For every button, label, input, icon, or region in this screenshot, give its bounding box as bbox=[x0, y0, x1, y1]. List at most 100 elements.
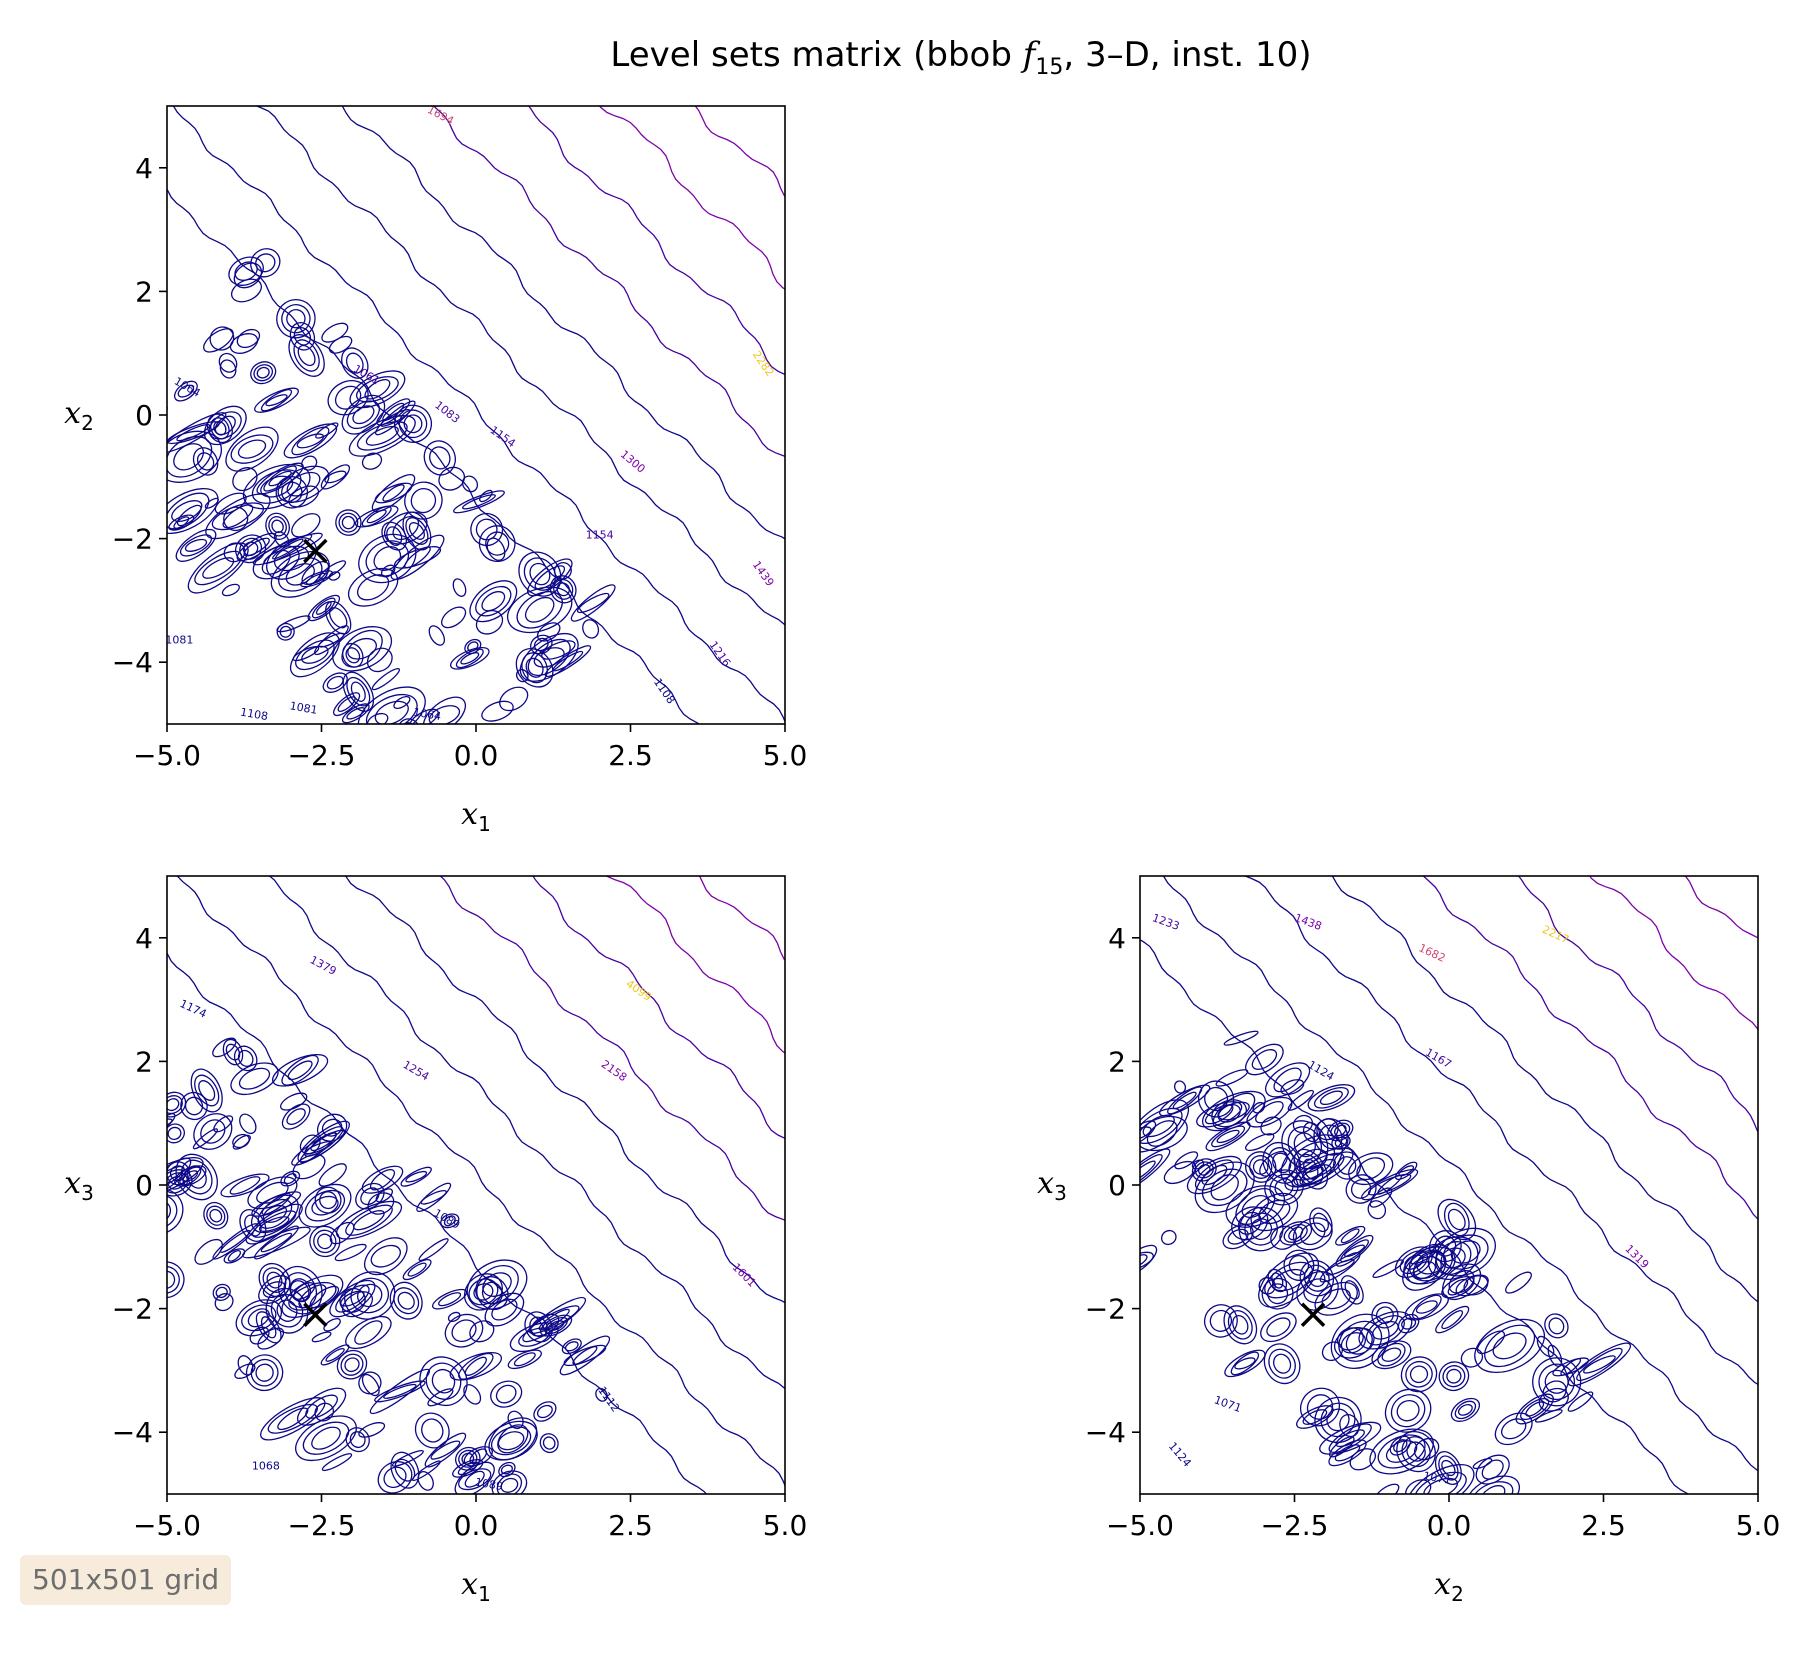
contour-ring bbox=[529, 1316, 548, 1338]
contour-ring bbox=[1252, 1159, 1269, 1175]
x-axis-label: x2 bbox=[1434, 1567, 1464, 1606]
contour-ring bbox=[326, 675, 344, 690]
contour-label: 2217 bbox=[1540, 923, 1571, 947]
contour-ring bbox=[301, 645, 329, 664]
contour-ring bbox=[1454, 1400, 1477, 1420]
contour-ring bbox=[1211, 1125, 1246, 1148]
contour-ring bbox=[336, 1349, 368, 1380]
contour-ring bbox=[369, 1168, 396, 1191]
contour-ring bbox=[209, 1208, 223, 1223]
y-tick-label: 4 bbox=[135, 152, 153, 185]
contour-ring bbox=[214, 1293, 234, 1312]
contour-ring bbox=[355, 1182, 385, 1210]
contour-ring bbox=[425, 1362, 462, 1400]
contour-ring bbox=[320, 464, 351, 490]
contour-ring bbox=[265, 394, 288, 407]
y-tick-label: 0 bbox=[1108, 1169, 1126, 1202]
contour-ring bbox=[1299, 1259, 1335, 1297]
contour-line bbox=[698, 876, 785, 962]
contour-ring bbox=[1552, 1357, 1590, 1377]
contour-line bbox=[432, 106, 785, 458]
contour-ring bbox=[1325, 1259, 1355, 1276]
contour-ring bbox=[325, 1347, 345, 1362]
contour-ring bbox=[366, 712, 389, 724]
contour-ring bbox=[491, 1298, 518, 1321]
contour-label: 1379 bbox=[308, 953, 339, 978]
contour-ring bbox=[1505, 1271, 1532, 1294]
contour-ring bbox=[194, 1238, 223, 1265]
contour-ring bbox=[414, 1412, 450, 1449]
contour-ring bbox=[539, 1433, 559, 1454]
contour-ring bbox=[481, 700, 514, 722]
contour-ring bbox=[363, 1237, 408, 1276]
contour-ring bbox=[250, 1194, 299, 1234]
contour-line bbox=[439, 876, 785, 1222]
contour-ring bbox=[1234, 1357, 1256, 1370]
contour-label: 1064 bbox=[412, 706, 442, 724]
contour-ring bbox=[261, 549, 291, 575]
contour-ring bbox=[299, 1132, 337, 1164]
contour-ring bbox=[296, 433, 325, 449]
contour-ring bbox=[1471, 1481, 1514, 1494]
contour-ring bbox=[230, 1062, 279, 1096]
contour-ring bbox=[280, 1170, 301, 1187]
contour-ring bbox=[1337, 1156, 1357, 1175]
contour-ring bbox=[1225, 1185, 1286, 1228]
contour-ring bbox=[1401, 1317, 1417, 1330]
contour-ring bbox=[476, 1276, 509, 1311]
contour-ring bbox=[549, 575, 577, 604]
contour-ring bbox=[192, 447, 219, 476]
contour-line bbox=[341, 106, 785, 540]
optimum-marker bbox=[1300, 1302, 1326, 1328]
contour-ring bbox=[297, 344, 316, 367]
contour-ring bbox=[1255, 1101, 1284, 1124]
contour-ring bbox=[1356, 1157, 1386, 1181]
y-axis-label: x3 bbox=[64, 1166, 94, 1205]
contour-ring bbox=[167, 1266, 180, 1294]
contour-ring bbox=[286, 471, 321, 497]
contour-ring bbox=[1238, 1206, 1284, 1252]
contour-ring bbox=[382, 484, 405, 502]
contour-ring bbox=[1296, 1270, 1339, 1311]
optimum-marker bbox=[303, 538, 328, 564]
contour-ring bbox=[1405, 1360, 1433, 1388]
x-tick-label: −2.5 bbox=[1261, 1509, 1329, 1542]
contour-label: 1083 bbox=[432, 399, 462, 426]
contour-ring bbox=[1567, 1391, 1594, 1412]
contour-ring bbox=[167, 1113, 176, 1134]
contour-ring bbox=[1172, 1091, 1197, 1110]
contour-ring bbox=[463, 1384, 482, 1405]
contour-ring bbox=[1326, 1408, 1350, 1432]
contour-ring bbox=[507, 1349, 542, 1370]
contour-ring bbox=[390, 1451, 420, 1489]
contour-ring bbox=[1472, 1457, 1493, 1470]
contour-ring bbox=[1448, 1270, 1475, 1294]
contour-ring bbox=[507, 586, 573, 634]
contour-ring bbox=[1331, 1134, 1351, 1150]
contour-ring bbox=[1258, 1252, 1320, 1308]
contour-ring bbox=[315, 601, 332, 615]
contour-line bbox=[1397, 496, 1811, 1235]
contour-ring bbox=[1160, 1229, 1177, 1246]
grid-size-note: 501x501 grid bbox=[20, 1555, 232, 1605]
contour-label: 1071 bbox=[1212, 1393, 1243, 1415]
contour-ring bbox=[1465, 1475, 1520, 1494]
contour-ring bbox=[521, 652, 548, 684]
contour-ring bbox=[1142, 1114, 1175, 1138]
contour-label: 1682 bbox=[1417, 941, 1448, 965]
contour-line bbox=[1331, 876, 1758, 1303]
contour-label: 1068 bbox=[252, 1459, 280, 1472]
contour-ring bbox=[184, 1096, 204, 1116]
contour-ring bbox=[393, 695, 411, 710]
contour-ring bbox=[1223, 1030, 1259, 1046]
contour-ring bbox=[317, 1233, 333, 1250]
contour-ring bbox=[209, 326, 235, 351]
contour-ring bbox=[175, 528, 217, 562]
contour-ring bbox=[1412, 1261, 1437, 1280]
contour-ring bbox=[1174, 1151, 1199, 1170]
contour-ring bbox=[1463, 1275, 1489, 1296]
x-tick-label: 0.0 bbox=[454, 739, 499, 772]
contour-ring bbox=[553, 561, 572, 580]
contour-ring bbox=[293, 339, 320, 372]
contour-ring bbox=[1457, 1404, 1473, 1416]
